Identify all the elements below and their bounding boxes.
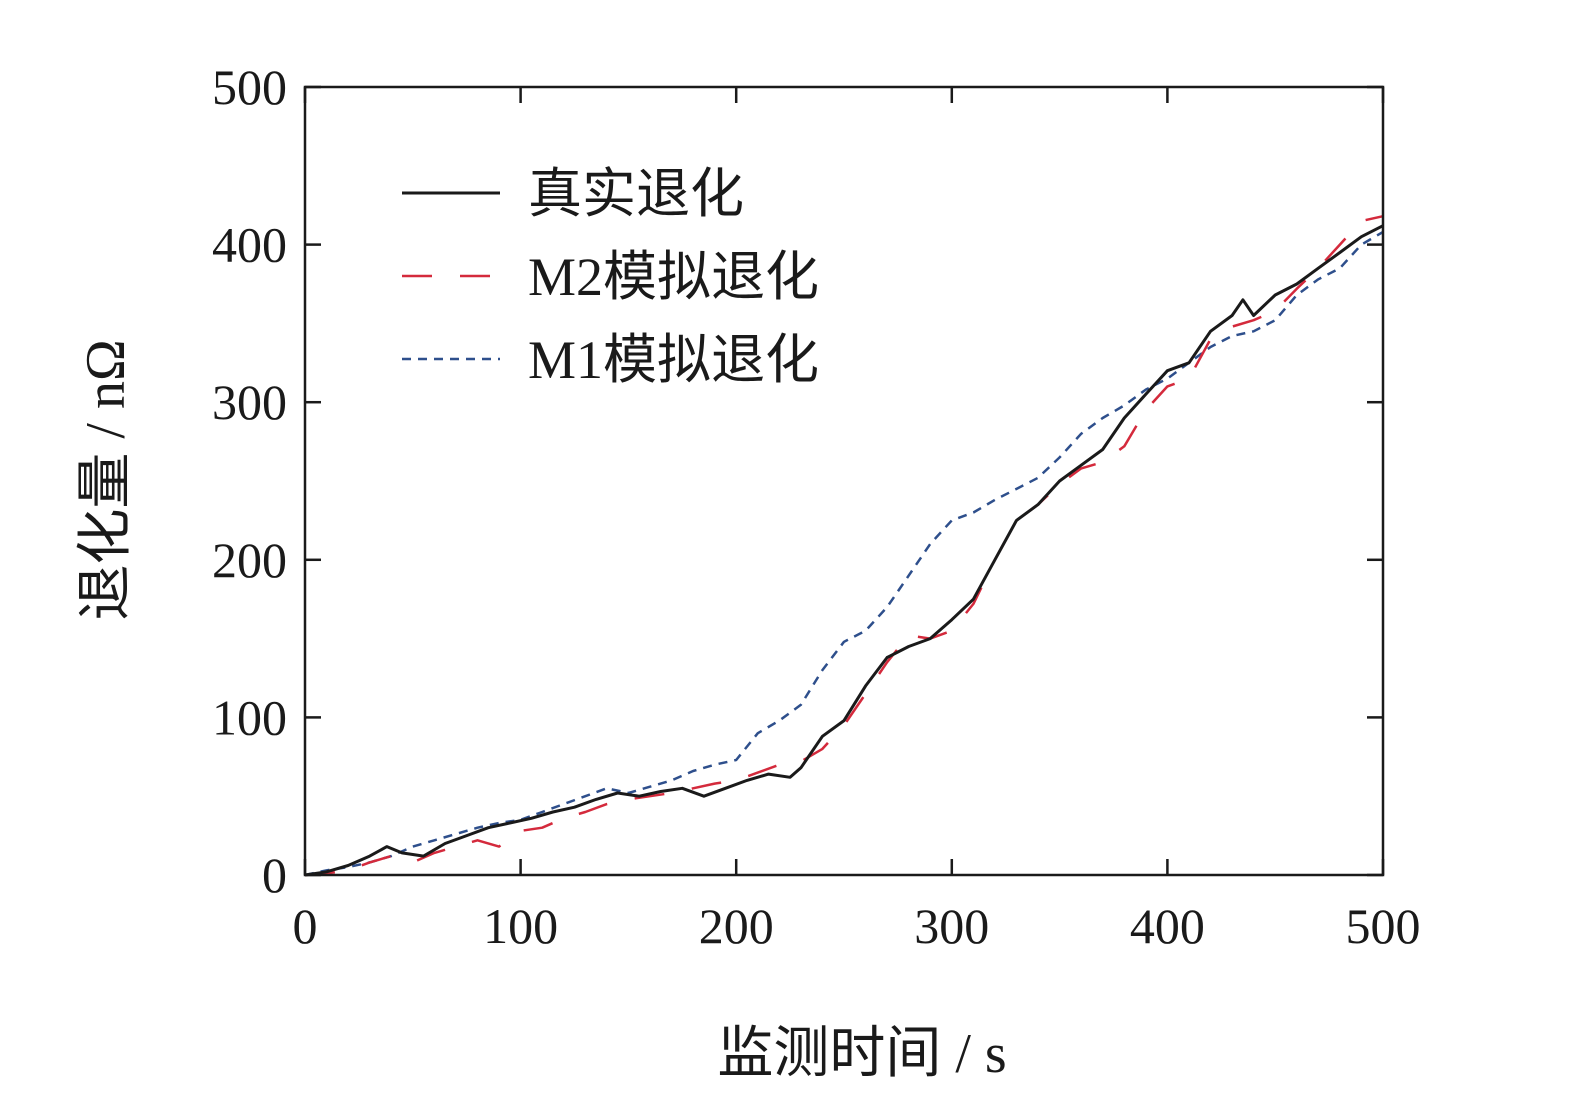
y-axis-label: 退化量 / nΩ	[75, 339, 137, 620]
x-tick-label: 200	[699, 898, 774, 954]
plot-frame	[303, 85, 1385, 877]
series-line-solid	[304, 224, 1384, 877]
x-tick-label: 400	[1130, 898, 1205, 954]
series-layer	[304, 214, 1384, 877]
x-tick-label: 100	[483, 898, 558, 954]
legend-label: 真实退化	[528, 164, 744, 224]
x-tick-label: 0	[293, 898, 318, 954]
y-tick-label: 500	[212, 59, 287, 115]
x-tick-label: 300	[914, 898, 989, 954]
y-axis-ticks: 0 100 200 300 400 500	[212, 59, 1383, 903]
y-tick-label: 400	[212, 217, 287, 273]
y-tick-label: 200	[212, 532, 287, 588]
x-axis-ticks: 0 100 200 300 400 500	[293, 87, 1421, 954]
y-tick-label: 100	[212, 689, 287, 745]
legend-label: M2模拟退化	[528, 247, 819, 307]
y-tick-label: 300	[212, 374, 287, 430]
series-line-long-dash	[304, 214, 1384, 877]
legend-label: M1模拟退化	[528, 330, 819, 390]
x-axis-label: 监测时间 / s	[717, 1023, 1006, 1085]
legend: 真实退化 M2模拟退化 M1模拟退化	[402, 164, 819, 390]
y-tick-label: 0	[262, 847, 287, 903]
x-tick-label: 500	[1346, 898, 1421, 954]
series-line-short-dash	[304, 230, 1384, 877]
